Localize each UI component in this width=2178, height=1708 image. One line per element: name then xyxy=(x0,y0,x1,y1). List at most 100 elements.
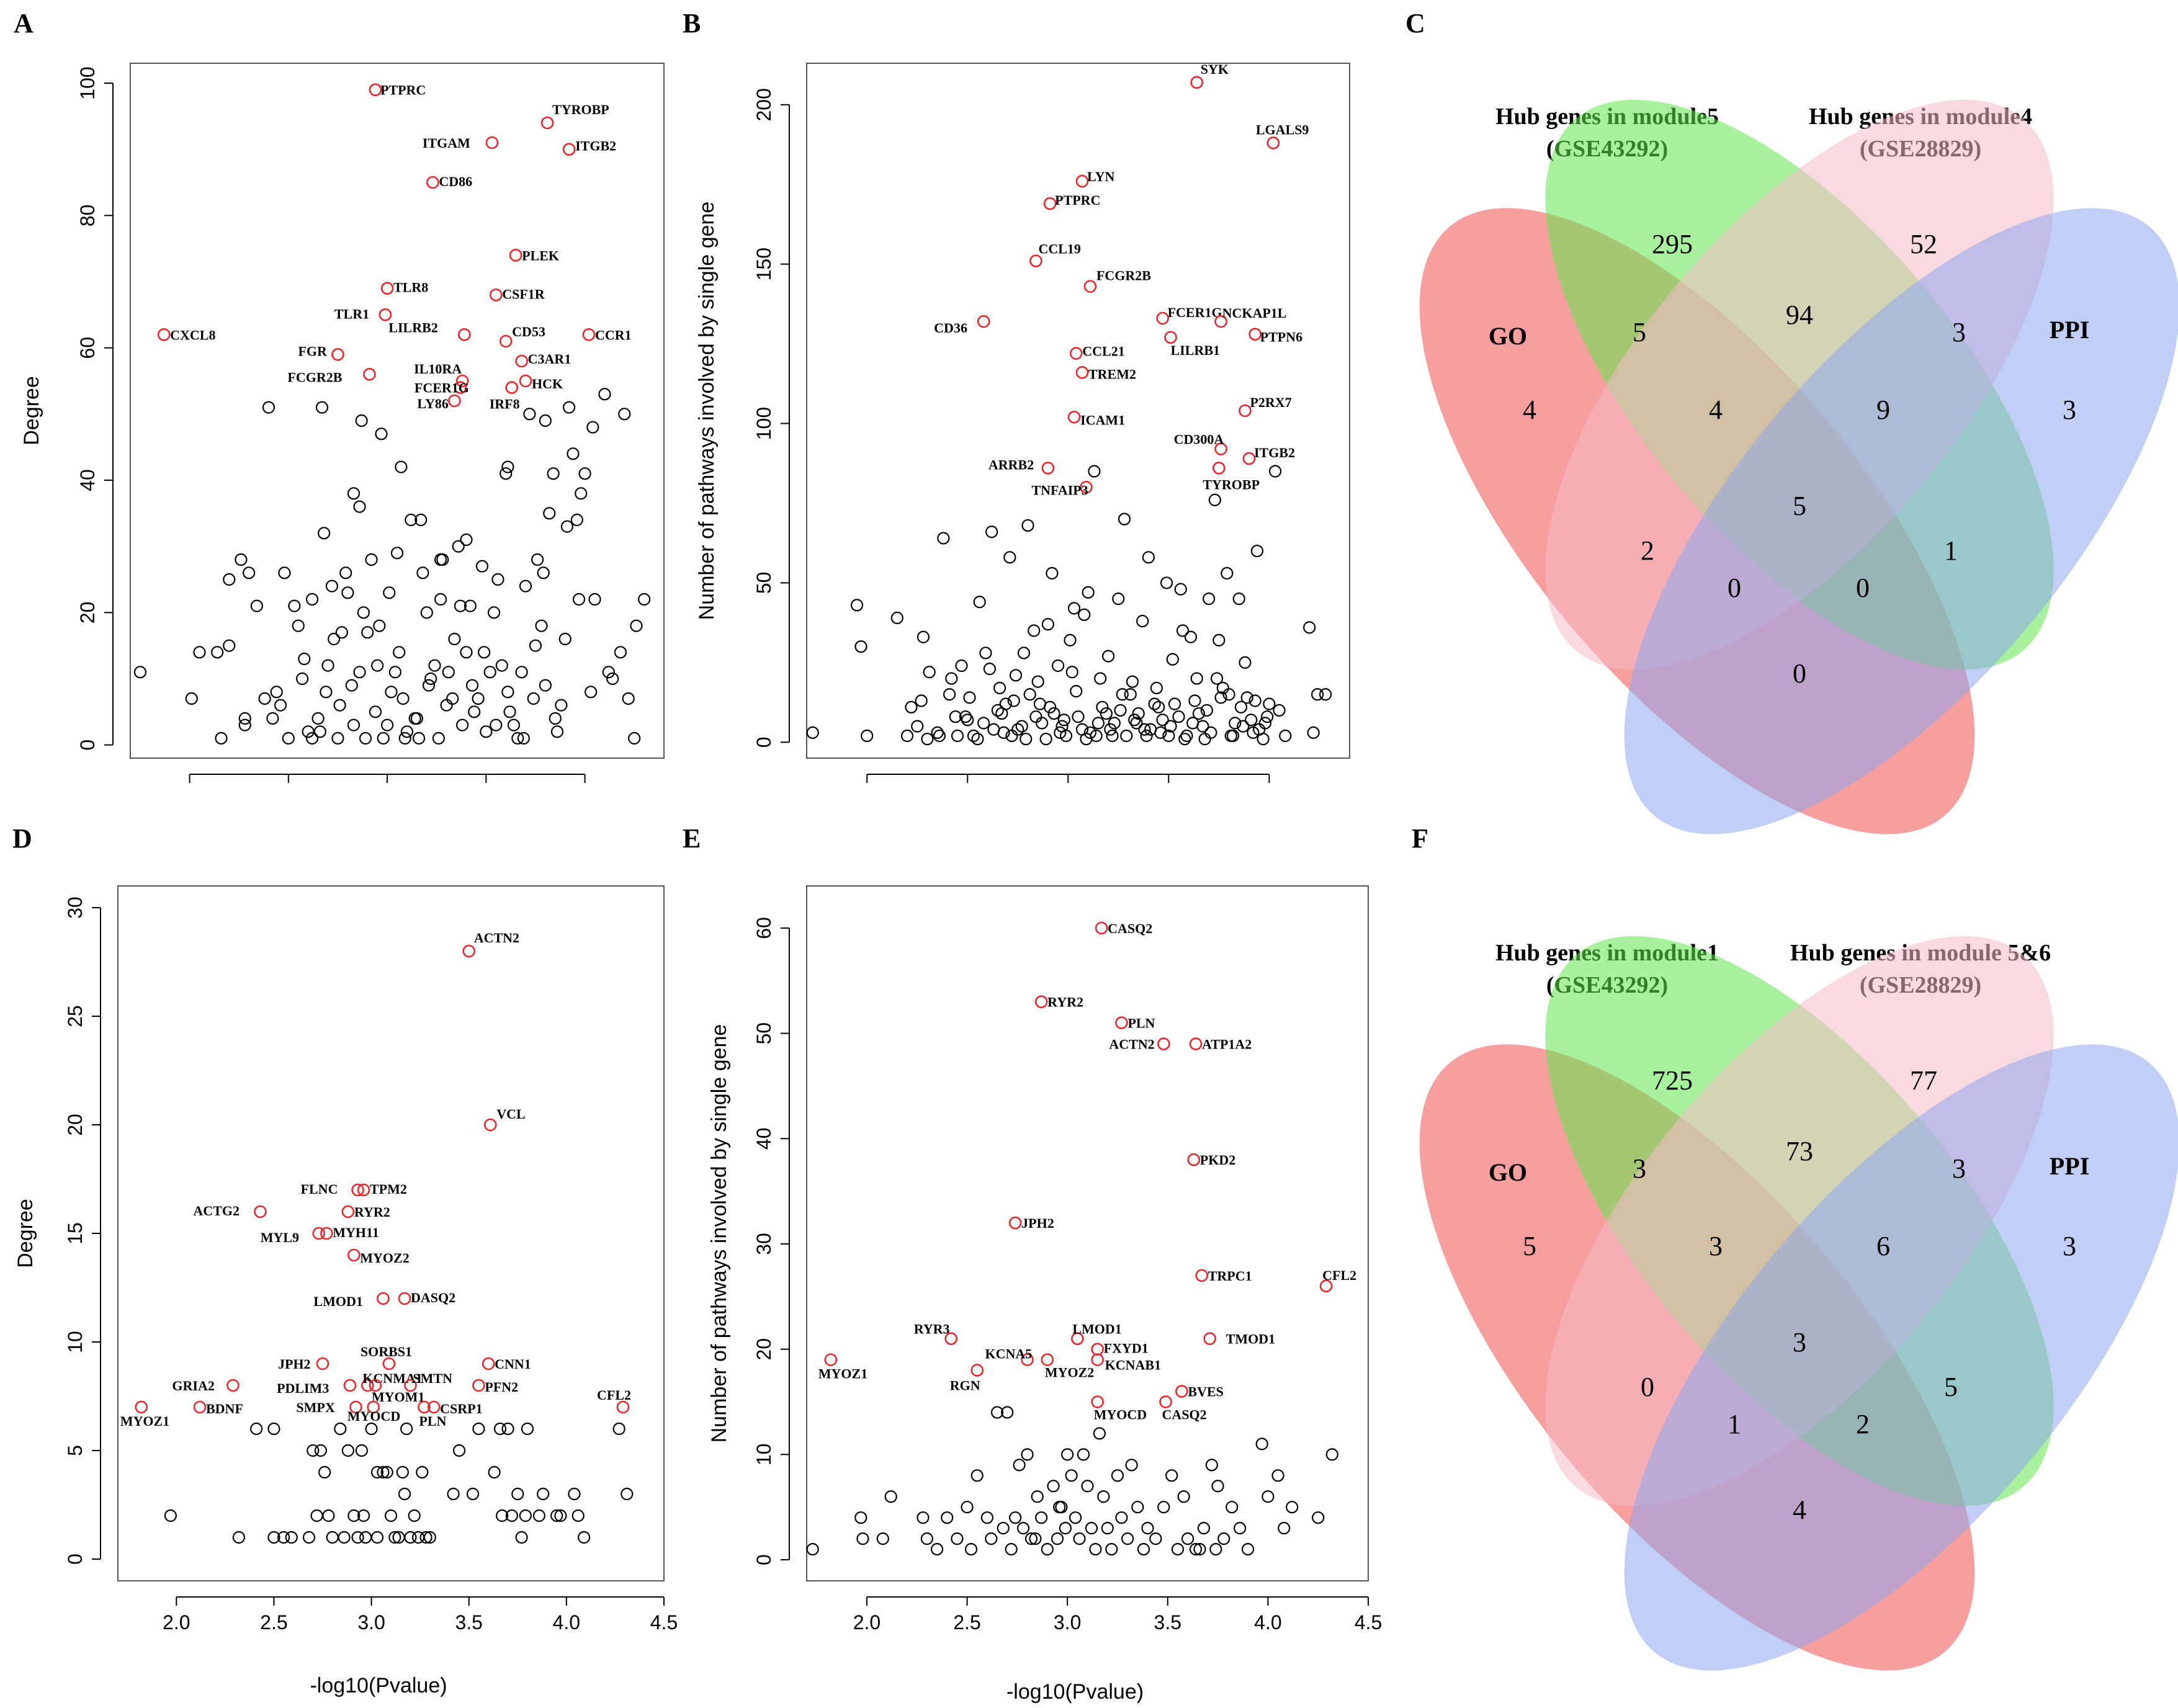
gene-point xyxy=(223,573,236,586)
hub-gene-label: IRF8 xyxy=(490,396,520,412)
gene-point xyxy=(215,731,228,745)
hub-gene-label: TLR1 xyxy=(334,306,369,321)
hub-gene-point xyxy=(361,1379,374,1392)
hub-gene-point xyxy=(331,348,344,361)
gene-point xyxy=(1193,1542,1206,1556)
gene-point xyxy=(1125,1459,1138,1472)
gene-point xyxy=(385,686,398,699)
hub-gene-label: LILRB1 xyxy=(1171,342,1220,358)
y-tick-label: 200 xyxy=(753,88,775,121)
gene-point xyxy=(515,1531,528,1544)
gene-point xyxy=(335,626,348,639)
y-tick-label: 0 xyxy=(753,736,775,748)
gene-point xyxy=(1036,717,1049,730)
gene-point xyxy=(985,1532,998,1545)
hub-gene-label: PDLIM3 xyxy=(277,1380,329,1396)
hub-gene-point xyxy=(1071,1332,1084,1345)
gene-point xyxy=(558,632,571,646)
hub-gene-label: MYOCD xyxy=(1094,1407,1147,1423)
gene-point xyxy=(1047,707,1060,720)
hub-gene-point xyxy=(1203,1332,1216,1345)
panel-letter: C xyxy=(1405,8,1425,38)
gene-point xyxy=(380,1465,393,1479)
hub-gene-point xyxy=(1214,315,1227,328)
gene-point xyxy=(854,640,867,653)
gene-point xyxy=(1051,1532,1064,1545)
gene-point xyxy=(1137,1542,1150,1556)
gene-point xyxy=(515,666,528,679)
gene-point xyxy=(1144,723,1157,736)
hub-gene-point xyxy=(1067,410,1081,424)
hub-gene-point xyxy=(380,282,394,295)
gene-point xyxy=(1204,726,1217,739)
hub-gene-label: TPM2 xyxy=(370,1181,407,1197)
hub-gene-label: TYROBP xyxy=(552,102,609,117)
venn-set-label-ppi: PPI xyxy=(2050,1152,2089,1180)
hub-gene-label: TMOD1 xyxy=(1226,1331,1275,1347)
gene-point xyxy=(560,520,574,533)
hub-gene-point xyxy=(226,1379,240,1392)
gene-point xyxy=(505,1509,518,1522)
gene-point xyxy=(937,532,950,545)
venn-set-label-ppi: PPI xyxy=(2050,316,2089,344)
hub-gene-point xyxy=(472,1379,485,1392)
gene-point xyxy=(1156,713,1169,727)
hub-gene-point xyxy=(1164,331,1177,344)
gene-point xyxy=(1051,659,1065,673)
gene-point xyxy=(1232,592,1245,606)
gene-point xyxy=(1224,729,1237,743)
gene-point xyxy=(529,639,542,652)
hub-gene-label: P2RX7 xyxy=(1250,395,1291,410)
gene-point xyxy=(979,646,992,660)
gene-point xyxy=(480,725,493,738)
gene-point xyxy=(419,1531,432,1544)
gene-point xyxy=(1065,666,1078,679)
y-tick-label: 30 xyxy=(753,1233,775,1255)
gene-point xyxy=(961,713,974,727)
gene-point xyxy=(383,586,396,599)
gene-point xyxy=(501,686,514,699)
gene-point xyxy=(235,553,248,566)
gene-point xyxy=(1262,1490,1275,1503)
x-axis-title: -log10(Pvalue) xyxy=(310,1674,447,1697)
gene-point xyxy=(1085,1522,1098,1535)
gene-point xyxy=(460,533,473,547)
hub-gene-point xyxy=(970,1364,984,1377)
gene-point xyxy=(920,1532,934,1545)
gene-point xyxy=(501,1422,514,1436)
gene-point xyxy=(193,646,206,659)
hub-gene-point xyxy=(1075,174,1089,188)
gene-point xyxy=(322,1509,335,1522)
hub-gene-point xyxy=(1075,366,1089,379)
gene-point xyxy=(370,1531,384,1544)
gene-point xyxy=(488,1465,501,1479)
gene-point xyxy=(1325,1448,1338,1461)
gene-point xyxy=(1055,720,1069,733)
gene-point xyxy=(452,540,465,553)
gene-point xyxy=(1157,1501,1170,1514)
gene-point xyxy=(1212,633,1226,647)
gene-point xyxy=(1258,717,1271,730)
hub-gene-label: ACTN2 xyxy=(1109,1037,1154,1052)
gene-point xyxy=(1061,1448,1074,1461)
venn-count-pink-ppi: 3 xyxy=(1952,317,1966,347)
gene-point xyxy=(1190,672,1203,685)
hub-gene-label: LMOD1 xyxy=(313,1294,362,1309)
hub-gene-point xyxy=(1189,1037,1203,1050)
gene-point xyxy=(1164,720,1177,733)
gene-point xyxy=(1240,691,1253,704)
gene-point xyxy=(995,707,1008,720)
gene-point xyxy=(415,513,428,527)
venn-set-gse28829 xyxy=(1545,936,2054,1506)
gene-point xyxy=(448,632,461,646)
gene-point xyxy=(1229,717,1242,730)
gene-point xyxy=(285,1531,298,1544)
gene-point xyxy=(876,1532,889,1545)
hub-gene-point xyxy=(363,368,376,381)
gene-point xyxy=(923,666,936,679)
venn-count-go-green-ppi: 0 xyxy=(1856,573,1870,603)
gene-point xyxy=(232,1531,245,1544)
venn-count-go-green: 3 xyxy=(1633,1153,1646,1184)
hub-gene-point xyxy=(515,354,528,368)
hub-gene-label: LGALS9 xyxy=(1256,122,1309,137)
